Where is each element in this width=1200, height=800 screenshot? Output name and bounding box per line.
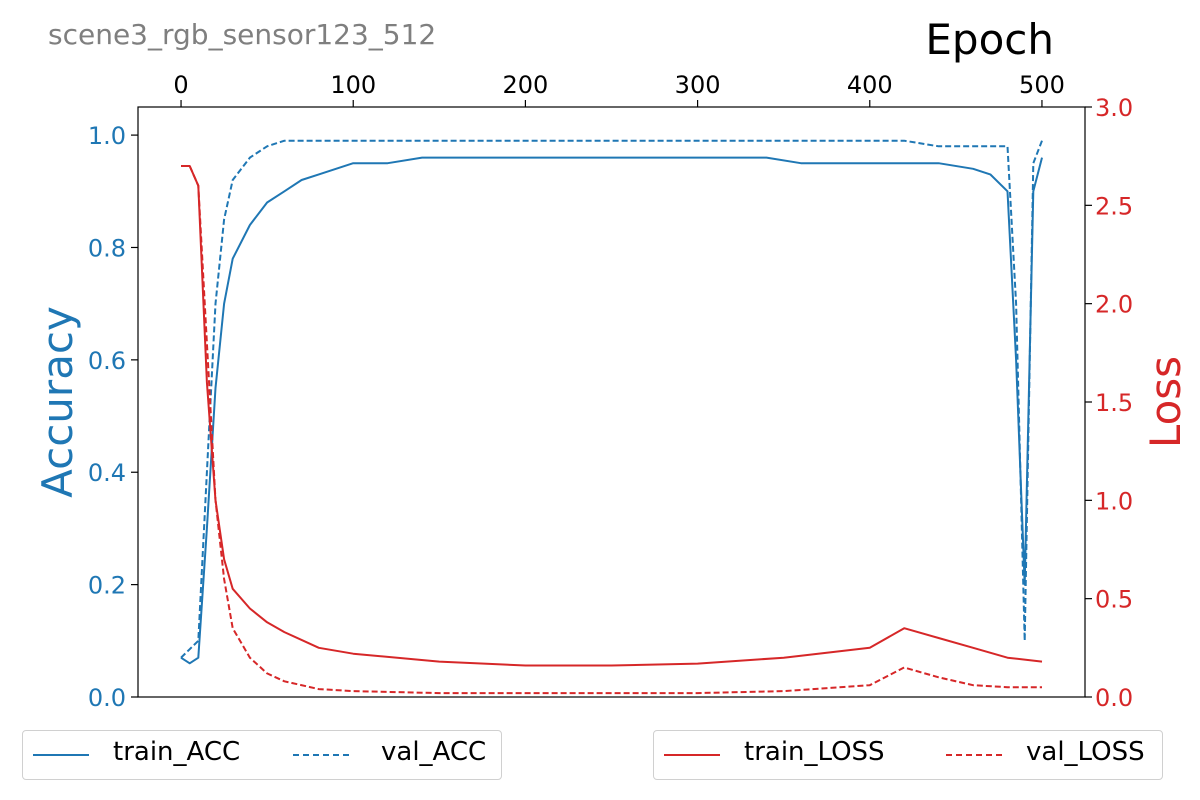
x-axis-label: Epoch (925, 15, 1054, 64)
series-line-train-loss (181, 165, 1043, 667)
y2-tick-label: 1.5 (1095, 389, 1133, 417)
legend-label-val-acc: val_ACC (381, 737, 487, 767)
legend-loss: train_LOSS val_LOSS (653, 730, 1163, 780)
y-tick-label: 1.0 (88, 122, 126, 150)
plot-frame (137, 106, 1086, 698)
y2-axis-label: Loss (1141, 356, 1190, 448)
legend-swatch-train-acc (33, 754, 89, 756)
series-line-train-acc (180, 156, 1043, 665)
x-tick-label: 0 (173, 71, 188, 99)
y2-tick-label: 3.0 (1095, 94, 1133, 122)
legend-label-train-acc: train_ACC (113, 737, 241, 767)
legend-label-train-loss: train_LOSS (744, 737, 885, 767)
y-tick-label: 0.4 (88, 459, 126, 487)
y2-tick-label: 2.0 (1095, 291, 1133, 319)
y-tick-label: 0.8 (88, 234, 126, 262)
y-tick-label: 0.6 (88, 347, 126, 375)
legend-accuracy: train_ACC val_ACC (22, 730, 502, 780)
y-tick-label: 0.2 (88, 572, 126, 600)
y2-tick-label: 0.5 (1095, 586, 1133, 614)
y2-tick-label: 1.0 (1095, 487, 1133, 515)
chart-subtitle: scene3_rgb_sensor123_512 (48, 18, 437, 51)
y2-tick-label: 2.5 (1095, 192, 1133, 220)
x-tick-label: 400 (847, 71, 893, 99)
x-tick-label: 100 (330, 71, 376, 99)
y2-tick-label: 0.0 (1095, 684, 1133, 712)
series-line-val-acc (180, 139, 1043, 659)
y-tick-label: 0.0 (88, 684, 126, 712)
legend-swatch-val-acc (293, 754, 349, 756)
x-tick-label: 500 (1019, 71, 1065, 99)
legend-swatch-val-loss (946, 754, 1002, 756)
series-line-val-loss (181, 165, 1042, 695)
x-tick-label: 300 (675, 71, 721, 99)
y-axis-label: Accuracy (33, 306, 82, 498)
legend-label-val-loss: val_LOSS (1026, 737, 1145, 767)
x-tick-label: 200 (503, 71, 549, 99)
legend-swatch-train-loss (664, 754, 720, 756)
